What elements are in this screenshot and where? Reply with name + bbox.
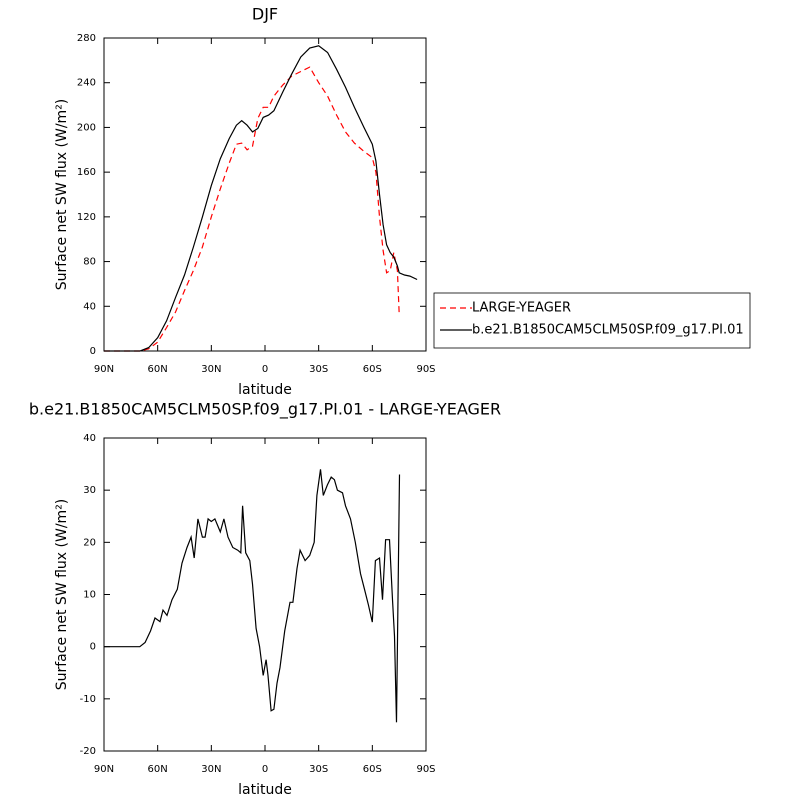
data-line [104, 66, 400, 352]
chart-title: DJF [252, 5, 278, 24]
y-tick-label: 40 [83, 433, 96, 444]
y-tick-label: 0 [90, 642, 96, 653]
y-tick-label: 240 [77, 78, 96, 89]
chart-title: b.e21.B1850CAM5CLM50SP.f09_g17.PI.01 - L… [29, 400, 501, 420]
x-axis-label: latitude [238, 382, 292, 398]
plot-frame [103, 437, 427, 752]
x-tick-label: 90N [94, 364, 114, 375]
x-tick-label: 60S [363, 764, 382, 775]
y-tick-label: -20 [80, 746, 96, 757]
y-tick-label: 0 [90, 346, 96, 357]
x-tick-label: 90S [416, 364, 435, 375]
x-tick-label: 30S [309, 764, 328, 775]
y-tick-label: 200 [77, 122, 96, 133]
data-line [104, 469, 401, 723]
x-tick-label: 0 [262, 364, 268, 375]
x-tick-label: 30N [201, 364, 221, 375]
x-axis-label: latitude [238, 782, 292, 798]
y-tick-label: 30 [83, 485, 96, 496]
y-tick-label: 40 [83, 301, 96, 312]
y-tick-label: 120 [77, 212, 96, 223]
x-tick-label: 90S [416, 764, 435, 775]
y-tick-label: 160 [77, 167, 96, 178]
x-tick-label: 30N [201, 764, 221, 775]
x-tick-label: 60N [148, 364, 168, 375]
x-tick-label: 30S [309, 364, 328, 375]
y-tick-label: -10 [80, 694, 96, 705]
y-tick-label: 10 [83, 590, 96, 601]
x-tick-label: 90N [94, 764, 114, 775]
x-tick-label: 60S [363, 364, 382, 375]
x-tick-label: 60N [148, 764, 168, 775]
y-tick-label: 80 [83, 257, 96, 268]
data-line [104, 45, 418, 352]
y-axis-label: Surface net SW flux (W/m²) [54, 99, 70, 291]
legend-box [433, 292, 751, 349]
x-tick-label: 0 [262, 764, 268, 775]
y-axis-label: Surface net SW flux (W/m²) [54, 499, 70, 691]
y-tick-label: 20 [83, 537, 96, 548]
legend-label: b.e21.B1850CAM5CLM50SP.f09_g17.PI.01 [472, 323, 744, 338]
y-tick-label: 280 [77, 33, 96, 44]
legend-label: LARGE-YEAGER [472, 301, 571, 316]
